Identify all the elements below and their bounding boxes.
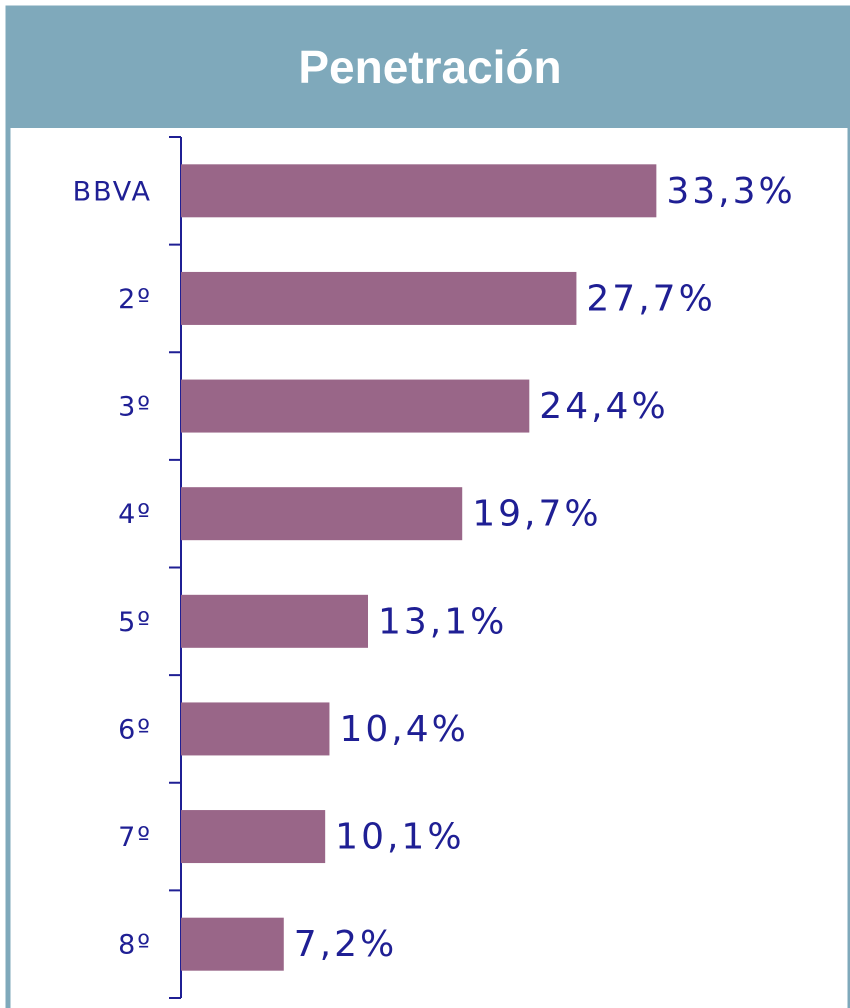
value-label: 10,4% [339,709,468,750]
chart-title: Penetración [298,41,561,93]
bar [181,164,657,218]
header-band [8,8,850,128]
bar [181,487,463,541]
y-tick-label: 8º [118,930,152,961]
value-label: 10,1% [335,817,464,858]
y-tick-label: 5º [118,607,152,638]
value-label: 13,1% [378,601,507,642]
y-tick-label: 2º [118,284,152,315]
bar [181,810,326,864]
bar [181,379,530,433]
y-tick-label: BBVA [73,176,152,207]
value-label: 19,7% [472,494,601,535]
value-label: 7,2% [294,924,397,965]
bar [181,271,577,325]
bar [181,917,284,971]
bar [181,594,369,648]
y-tick-label: 3º [118,392,152,423]
y-tick-label: 6º [118,714,152,745]
bar [181,702,330,756]
value-label: 27,7% [586,278,715,319]
value-label: 24,4% [539,386,668,427]
y-tick-label: 7º [118,822,152,853]
y-tick-label: 4º [118,499,152,530]
value-label: 33,3% [666,171,795,212]
